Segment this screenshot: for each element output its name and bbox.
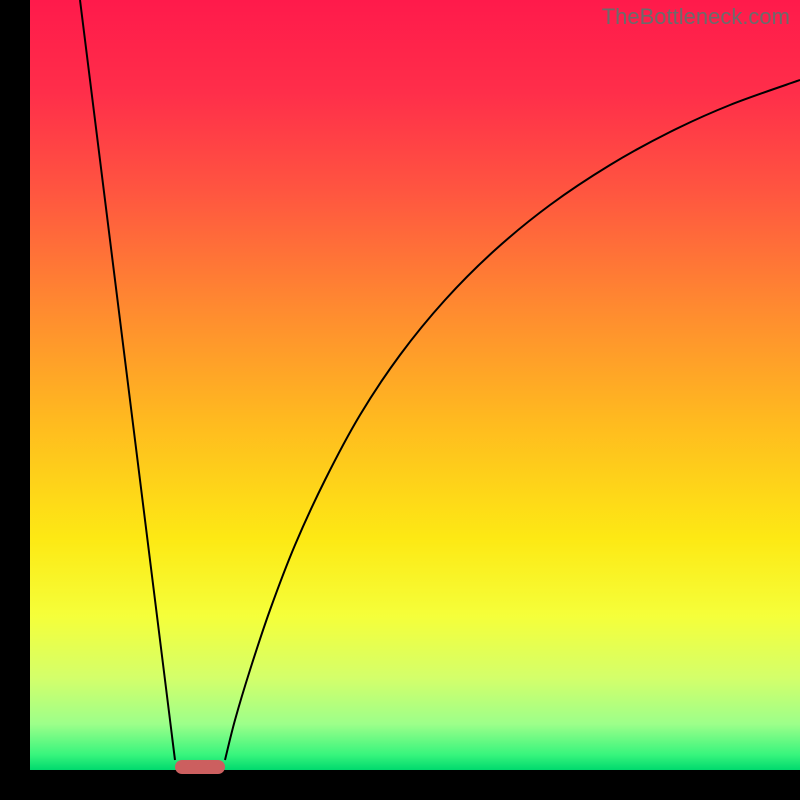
- watermark-text: TheBottleneck.com: [602, 4, 790, 30]
- chart-background: [30, 0, 800, 770]
- bottleneck-chart: [0, 0, 800, 800]
- chart-left-border: [0, 0, 30, 800]
- optimal-marker: [175, 760, 225, 774]
- chart-bottom-border: [0, 770, 800, 800]
